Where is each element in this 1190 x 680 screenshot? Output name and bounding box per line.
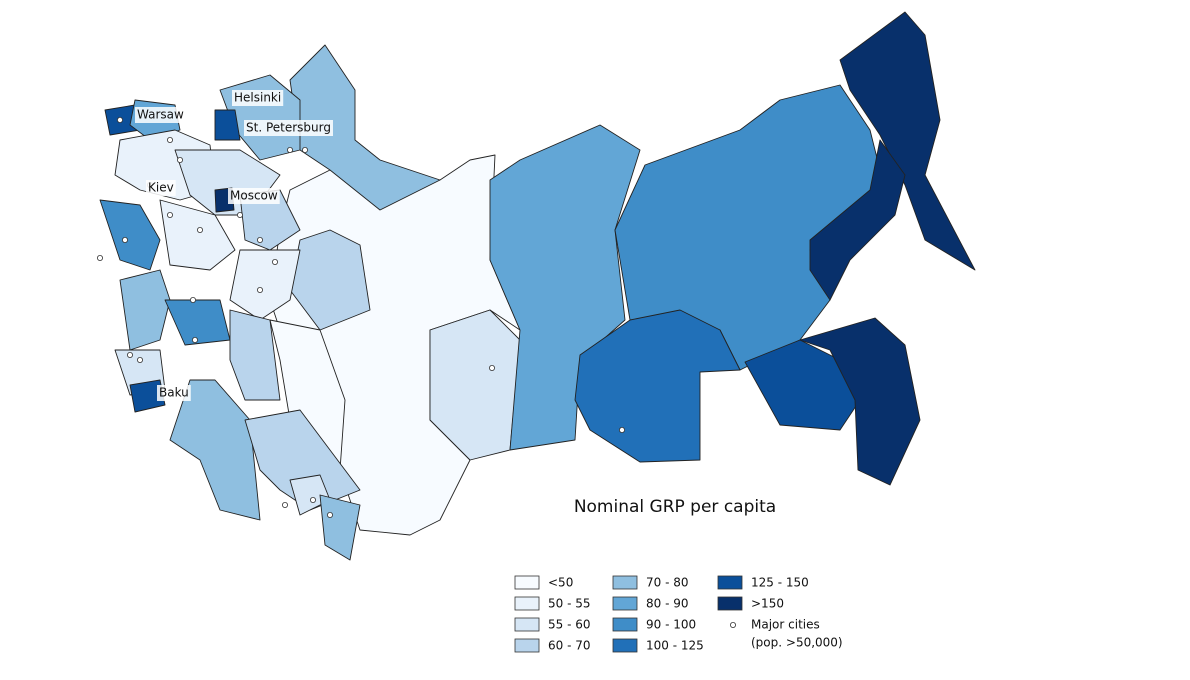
- legend-swatch: [514, 596, 540, 611]
- legend-label: 60 - 70: [548, 639, 591, 653]
- city-dot: [191, 336, 198, 343]
- region: [229, 309, 281, 401]
- region: [574, 309, 741, 463]
- legend-swatch: [612, 638, 638, 653]
- legend-swatch: [514, 617, 540, 632]
- legend-label: 90 - 100: [646, 618, 696, 632]
- city-dot: [301, 146, 308, 153]
- city-dot: [619, 426, 626, 433]
- city-label-bg: [244, 120, 333, 136]
- region: [229, 249, 301, 321]
- city-label-bg: [228, 188, 280, 204]
- region: [159, 199, 236, 271]
- legend-swatch: [612, 617, 638, 632]
- legend-label: 70 - 80: [646, 576, 689, 590]
- legend-label: 50 - 55: [548, 597, 591, 611]
- city-dot: [256, 286, 263, 293]
- city-dot: [189, 296, 196, 303]
- city-dot: [488, 364, 495, 371]
- legend-label: 100 - 125: [646, 639, 704, 653]
- legend-swatch: [612, 575, 638, 590]
- city-dot: [256, 236, 263, 243]
- city-dot: [97, 254, 104, 261]
- city-label: Kiev: [148, 181, 174, 195]
- city-label-bg: [146, 180, 176, 196]
- city-labels: Helsinki Warsaw St. Petersburg Kiev Moscow Ba…: [135, 90, 333, 401]
- legend-label: >150: [751, 597, 784, 611]
- legend-city-label: (pop. >50,000): [751, 636, 843, 650]
- city-dot: [309, 496, 316, 503]
- city-dot: [166, 136, 173, 143]
- region: [119, 269, 171, 351]
- legend-city-label: Major cities: [751, 618, 820, 632]
- city-dot: [136, 356, 143, 363]
- city-label-bg: [135, 107, 186, 123]
- legend-swatch: [514, 638, 540, 653]
- legend-swatch: [717, 596, 743, 611]
- city-dot: [127, 351, 134, 358]
- city-label-bg: [232, 90, 284, 106]
- city-dots: [97, 117, 626, 519]
- city-dot: [281, 501, 288, 508]
- region: [129, 379, 166, 413]
- legend-label: 80 - 90: [646, 597, 689, 611]
- region: [289, 44, 441, 211]
- city-label: St. Petersburg: [246, 121, 331, 135]
- city-dot: [166, 211, 173, 218]
- map-title: Nominal GRP per capita: [574, 497, 776, 517]
- region: [99, 199, 161, 271]
- city-dot: [326, 512, 333, 519]
- city-dot: [176, 156, 183, 163]
- city-dot: [122, 236, 129, 243]
- region: [839, 11, 976, 271]
- legend-swatch: [612, 596, 638, 611]
- region: [164, 299, 231, 346]
- legend-swatch: [514, 575, 540, 590]
- city-label: Warsaw: [137, 108, 184, 122]
- city-dot: [271, 258, 278, 265]
- city-label: Moscow: [230, 189, 278, 203]
- city-dot: [236, 211, 243, 218]
- city-label-bg: [157, 385, 191, 401]
- legend: <50 50 - 55 55 - 60 60 - 70 70 - 80 80 - 90 90…: [514, 575, 843, 653]
- regions: [99, 11, 976, 561]
- legend-label: <50: [548, 576, 573, 590]
- region: [799, 317, 921, 486]
- region: [319, 494, 361, 561]
- city-dot: [117, 117, 124, 124]
- city-label: Baku: [159, 386, 189, 400]
- legend-city-dot: [730, 622, 737, 629]
- legend-label: 55 - 60: [548, 618, 591, 632]
- city-label: Helsinki: [234, 91, 281, 105]
- region: [169, 379, 261, 521]
- region: [809, 139, 906, 301]
- city-dot: [286, 146, 293, 153]
- legend-swatch: [717, 575, 743, 590]
- city-dot: [196, 226, 203, 233]
- region: [214, 109, 241, 141]
- legend-label: 125 - 150: [751, 576, 809, 590]
